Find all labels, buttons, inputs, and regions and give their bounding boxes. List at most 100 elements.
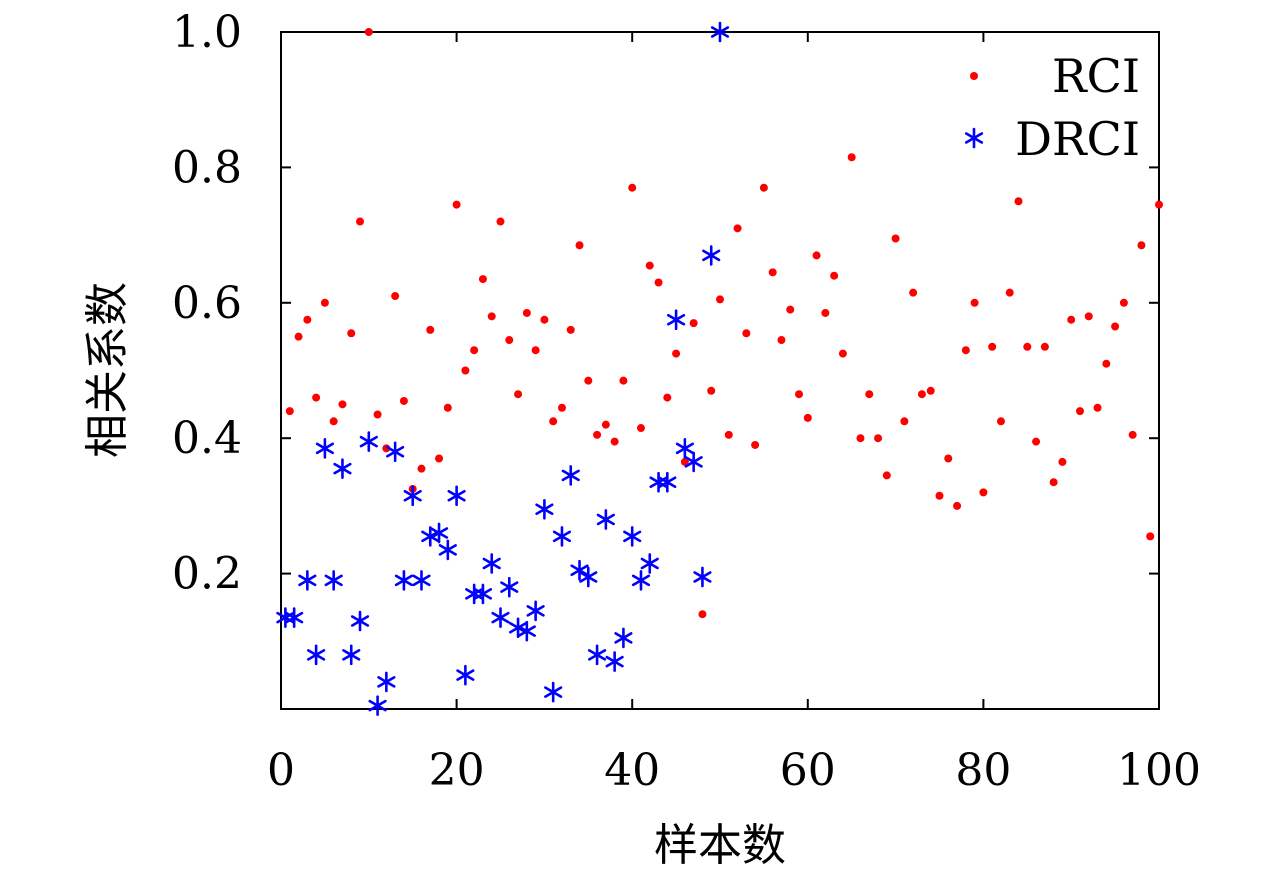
data-point <box>1049 478 1058 487</box>
data-point <box>640 553 659 574</box>
data-point <box>707 386 716 395</box>
data-point <box>795 390 804 399</box>
data-point <box>447 485 466 507</box>
data-point <box>1155 200 1163 209</box>
data-point <box>570 559 589 581</box>
data-point <box>672 349 681 358</box>
y-tick-label: 0.4 <box>172 413 242 464</box>
data-point <box>970 298 979 307</box>
data-point <box>891 234 900 243</box>
data-point <box>584 376 593 385</box>
data-point <box>1014 197 1023 206</box>
legend-label-rci: RCI <box>1052 49 1140 103</box>
x-tick-label: 80 <box>955 745 1011 796</box>
data-point <box>759 183 768 192</box>
data-point <box>386 441 405 463</box>
data-point <box>491 607 510 628</box>
data-point <box>1111 322 1120 331</box>
data-point <box>421 526 440 547</box>
data-point <box>675 438 694 459</box>
data-point <box>874 434 883 443</box>
data-point <box>356 217 365 226</box>
data-point <box>926 386 935 395</box>
data-point <box>429 522 449 544</box>
x-tick-label: 20 <box>429 745 485 796</box>
data-point <box>342 644 361 666</box>
data-point <box>412 570 431 591</box>
data-point <box>350 610 370 632</box>
y-tick-label: 0.2 <box>172 549 242 600</box>
x-axis-title: 样本数 <box>654 820 786 871</box>
data-point <box>315 438 334 459</box>
data-point <box>333 458 352 479</box>
x-tick-label: 100 <box>1117 745 1201 796</box>
data-point <box>614 627 633 649</box>
data-point <box>786 305 795 314</box>
data-point <box>689 319 698 328</box>
data-point <box>368 695 387 716</box>
legend-marker-drci <box>964 127 984 149</box>
legend-star-marker <box>964 127 984 149</box>
legend-item-rci: RCI <box>970 49 1140 103</box>
data-point <box>324 570 343 591</box>
data-point <box>298 570 317 591</box>
data-point <box>531 346 540 355</box>
data-point <box>540 315 549 324</box>
data-point <box>496 217 505 226</box>
data-point <box>575 241 584 250</box>
data-point <box>812 251 821 260</box>
data-point <box>364 28 373 36</box>
data-point <box>698 610 707 619</box>
x-tick-label: 0 <box>267 745 295 796</box>
data-point <box>482 553 501 574</box>
data-point <box>276 607 295 628</box>
data-point <box>693 566 712 588</box>
data-point <box>777 336 786 345</box>
data-point <box>473 583 493 605</box>
data-point <box>593 430 602 439</box>
data-point <box>654 278 663 287</box>
data-point <box>470 346 479 355</box>
data-point <box>935 491 944 500</box>
data-point <box>716 295 724 304</box>
data-point <box>500 576 519 598</box>
legend: RCI DRCI <box>964 49 1140 166</box>
data-point <box>535 498 554 520</box>
data-point <box>394 570 414 591</box>
data-point <box>628 183 637 192</box>
data-point <box>1128 430 1137 439</box>
data-point <box>663 393 672 402</box>
data-point <box>347 329 356 338</box>
data-point <box>426 325 435 334</box>
data-point <box>900 417 909 426</box>
data-point <box>579 566 598 588</box>
data-point <box>487 312 496 321</box>
data-point <box>658 471 677 493</box>
data-point <box>865 390 874 399</box>
data-point <box>1032 437 1041 446</box>
data-point <box>544 681 563 703</box>
data-point <box>522 308 531 317</box>
legend-label-drci: DRCI <box>1015 112 1140 166</box>
data-point <box>821 308 830 317</box>
data-point <box>435 454 444 463</box>
data-point <box>478 275 487 284</box>
data-point <box>996 417 1005 426</box>
data-point <box>742 329 751 338</box>
data-point <box>751 440 760 449</box>
data-point <box>403 485 422 507</box>
data-point <box>961 346 970 355</box>
data-point <box>623 526 642 547</box>
data-point <box>461 366 470 375</box>
data-point <box>1137 241 1146 250</box>
x-tick-label: 40 <box>604 745 660 796</box>
data-point <box>1093 403 1102 412</box>
data-point <box>601 420 610 429</box>
data-point <box>1005 288 1014 297</box>
data-point <box>882 471 891 480</box>
data-point <box>373 410 382 419</box>
data-point <box>610 437 619 446</box>
data-point <box>645 261 654 270</box>
data-point <box>917 390 926 399</box>
data-point <box>549 417 558 426</box>
